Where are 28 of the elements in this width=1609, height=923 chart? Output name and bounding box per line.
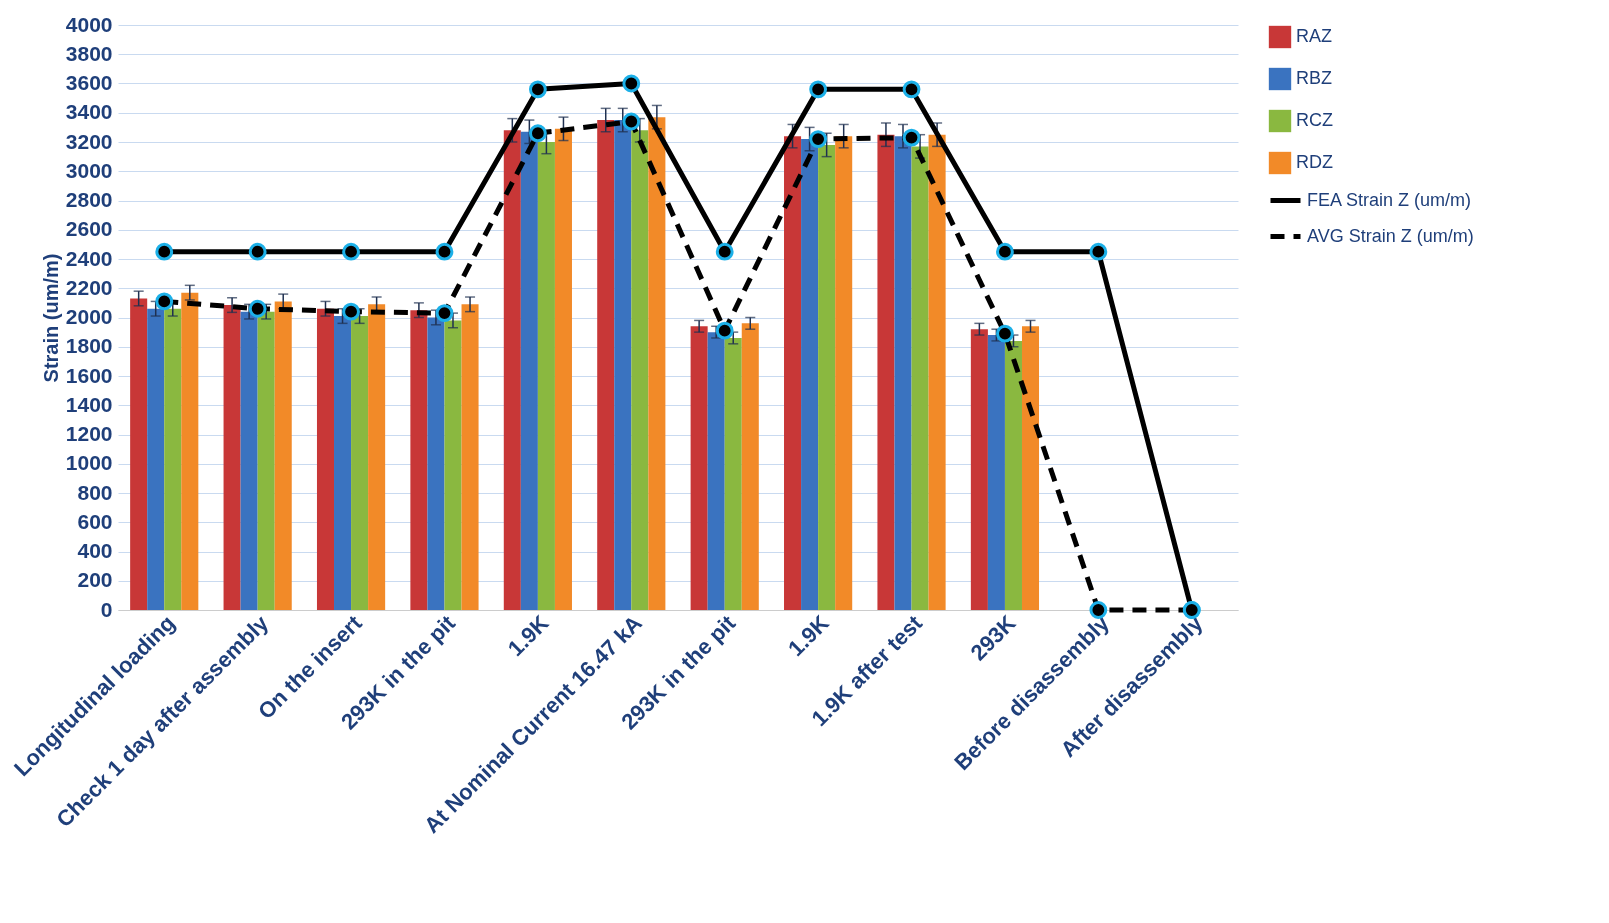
- y-tick-label: 2000: [65, 305, 113, 328]
- y-tick-label: 3000: [65, 158, 113, 182]
- y-tick-label: 200: [77, 568, 113, 592]
- legend-label: AVG Strain Z (um/m): [1307, 225, 1474, 246]
- y-tick-label: 0: [100, 597, 113, 621]
- y-tick-label: 2800: [65, 188, 113, 211]
- legend-label: FEA Strain Z (um/m): [1307, 189, 1472, 210]
- y-tick-label: 1400: [65, 392, 113, 416]
- y-tick-label: 1200: [65, 422, 113, 445]
- legend-label: RBZ: [1296, 68, 1332, 88]
- y-tick-label: 1000: [65, 451, 113, 475]
- y-tick-label: 4000: [65, 12, 113, 36]
- y-axis-title: Strain (um/m): [39, 253, 62, 383]
- y-tick-label: 400: [77, 539, 113, 562]
- y-tick-label: 2400: [65, 246, 113, 270]
- y-tick-label: 3400: [65, 100, 113, 124]
- y-tick-label: 2200: [65, 275, 113, 299]
- y-tick-label: 3600: [65, 71, 113, 94]
- y-tick-label: 600: [77, 509, 113, 533]
- legend-label: RCZ: [1296, 110, 1333, 130]
- legend-label: RAZ: [1296, 26, 1332, 46]
- y-tick-label: 3800: [65, 41, 113, 65]
- y-tick-label: 800: [77, 480, 113, 504]
- y-tick-label: 1600: [65, 363, 113, 387]
- y-tick-label: 2600: [65, 217, 113, 241]
- y-tick-label: 3200: [65, 129, 113, 153]
- y-tick-label: 1800: [65, 334, 113, 358]
- legend-label: RDZ: [1296, 152, 1333, 172]
